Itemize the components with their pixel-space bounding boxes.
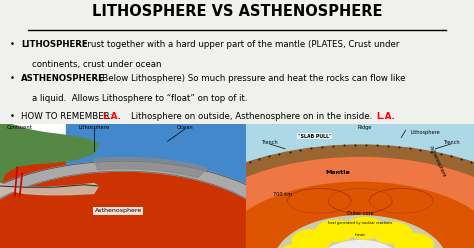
Circle shape [292,230,331,248]
Text: Ocean: Ocean [176,125,193,130]
Circle shape [212,182,474,248]
Circle shape [374,222,412,244]
Text: •: • [9,112,15,121]
Text: Inner: Inner [355,233,366,237]
Text: - crust together with a hard upper part of the mantle (PLATES, Crust under: - crust together with a hard upper part … [74,40,400,49]
Circle shape [319,241,401,248]
Text: L.A.: L.A. [102,112,121,121]
Text: LITHOSPHERE VS ASTHENOSPHERE: LITHOSPHERE VS ASTHENOSPHERE [92,4,382,19]
Polygon shape [0,143,345,248]
Text: a liquid.  Allows Lithosphere to “float” on top of it.: a liquid. Allows Lithosphere to “float” … [21,94,248,103]
Circle shape [279,244,318,248]
Text: ASTHENOSPHERE: ASTHENOSPHERE [21,74,105,83]
Text: – (Below Lithosphere) So much pressure and heat the rocks can flow like: – (Below Lithosphere) So much pressure a… [89,74,406,83]
Text: "SLAB PULL": "SLAB PULL" [298,134,331,139]
Text: Trench: Trench [261,140,278,145]
Text: HOW TO REMEMBER:: HOW TO REMEMBER: [21,112,118,121]
Polygon shape [0,136,357,248]
Text: 700 km: 700 km [273,192,292,197]
Text: Ridge: Ridge [357,125,372,130]
Text: Continent: Continent [7,125,33,130]
Circle shape [395,234,433,248]
Polygon shape [66,124,306,240]
Text: •: • [9,74,15,83]
Circle shape [144,145,474,248]
Polygon shape [0,184,99,196]
Polygon shape [66,124,246,166]
Text: Lithosphere on outside, Asthenosphere on in the inside.: Lithosphere on outside, Asthenosphere on… [120,112,378,121]
Polygon shape [0,161,306,241]
Polygon shape [0,124,99,186]
Text: Trench: Trench [443,140,460,145]
Text: Mantle: Mantle [325,170,350,175]
Circle shape [167,157,474,248]
Text: Outer core: Outer core [347,211,374,216]
Polygon shape [94,157,207,178]
Circle shape [316,220,355,242]
Circle shape [274,216,447,248]
Text: heat generated by nuclear reactions: heat generated by nuclear reactions [328,221,392,225]
Text: continents, crust under ocean: continents, crust under ocean [21,60,162,68]
Text: L.A.: L.A. [376,112,395,121]
Text: Lithosphere: Lithosphere [410,130,440,135]
Text: Asthenosphere: Asthenosphere [95,208,142,213]
Circle shape [345,218,384,239]
Text: LITHOSPHERE: LITHOSPHERE [21,40,88,49]
Text: Asthenosphere: Asthenosphere [428,145,447,178]
Text: •: • [9,40,15,49]
Text: Lithosphere: Lithosphere [78,125,109,130]
